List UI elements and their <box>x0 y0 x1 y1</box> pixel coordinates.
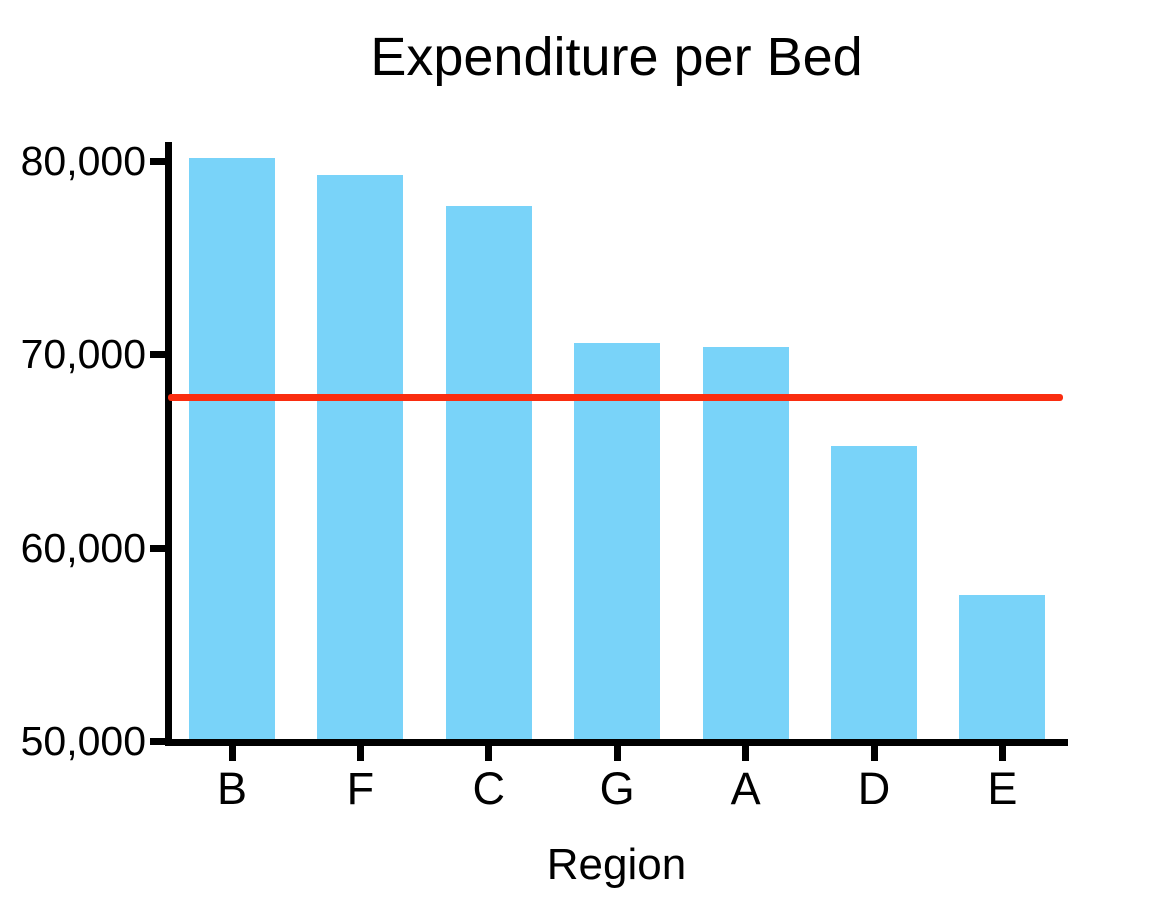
x-tick-mark <box>228 746 236 761</box>
x-axis-title: Region <box>546 840 687 889</box>
bar-A <box>702 347 789 739</box>
x-tick-label-F: F <box>346 763 375 814</box>
x-tick-label-G: G <box>599 763 635 814</box>
x-tick-mark <box>485 746 493 761</box>
x-tick-mark <box>870 746 878 761</box>
y-tick-label: 80,000 <box>20 138 146 184</box>
x-axis-line <box>165 739 1068 746</box>
y-axis-line <box>165 142 172 746</box>
y-tick-label: 50,000 <box>20 718 146 764</box>
y-tick-mark <box>150 738 165 745</box>
x-tick-mark <box>613 746 621 761</box>
y-tick-mark <box>150 158 165 165</box>
bar-B <box>189 157 275 739</box>
y-tick-label: 70,000 <box>20 331 146 378</box>
x-tick-mark <box>742 746 750 761</box>
x-tick-mark <box>356 746 364 761</box>
bar-C <box>445 205 532 739</box>
y-tick-mark <box>150 351 165 359</box>
bar-D <box>831 445 917 739</box>
reference-line <box>168 393 1063 401</box>
bar-E <box>959 594 1046 739</box>
x-tick-label-A: A <box>730 763 761 814</box>
y-tick-label: 60,000 <box>20 524 146 571</box>
chart-title: Expenditure per Bed <box>370 27 863 87</box>
x-tick-mark <box>998 746 1006 761</box>
bar-F <box>317 175 404 739</box>
x-tick-label-C: C <box>472 763 506 814</box>
x-tick-label-D: D <box>857 763 891 814</box>
y-tick-mark <box>150 544 165 552</box>
x-tick-label-E: E <box>987 763 1018 814</box>
x-tick-label-B: B <box>216 763 247 814</box>
bar-G <box>574 343 661 739</box>
